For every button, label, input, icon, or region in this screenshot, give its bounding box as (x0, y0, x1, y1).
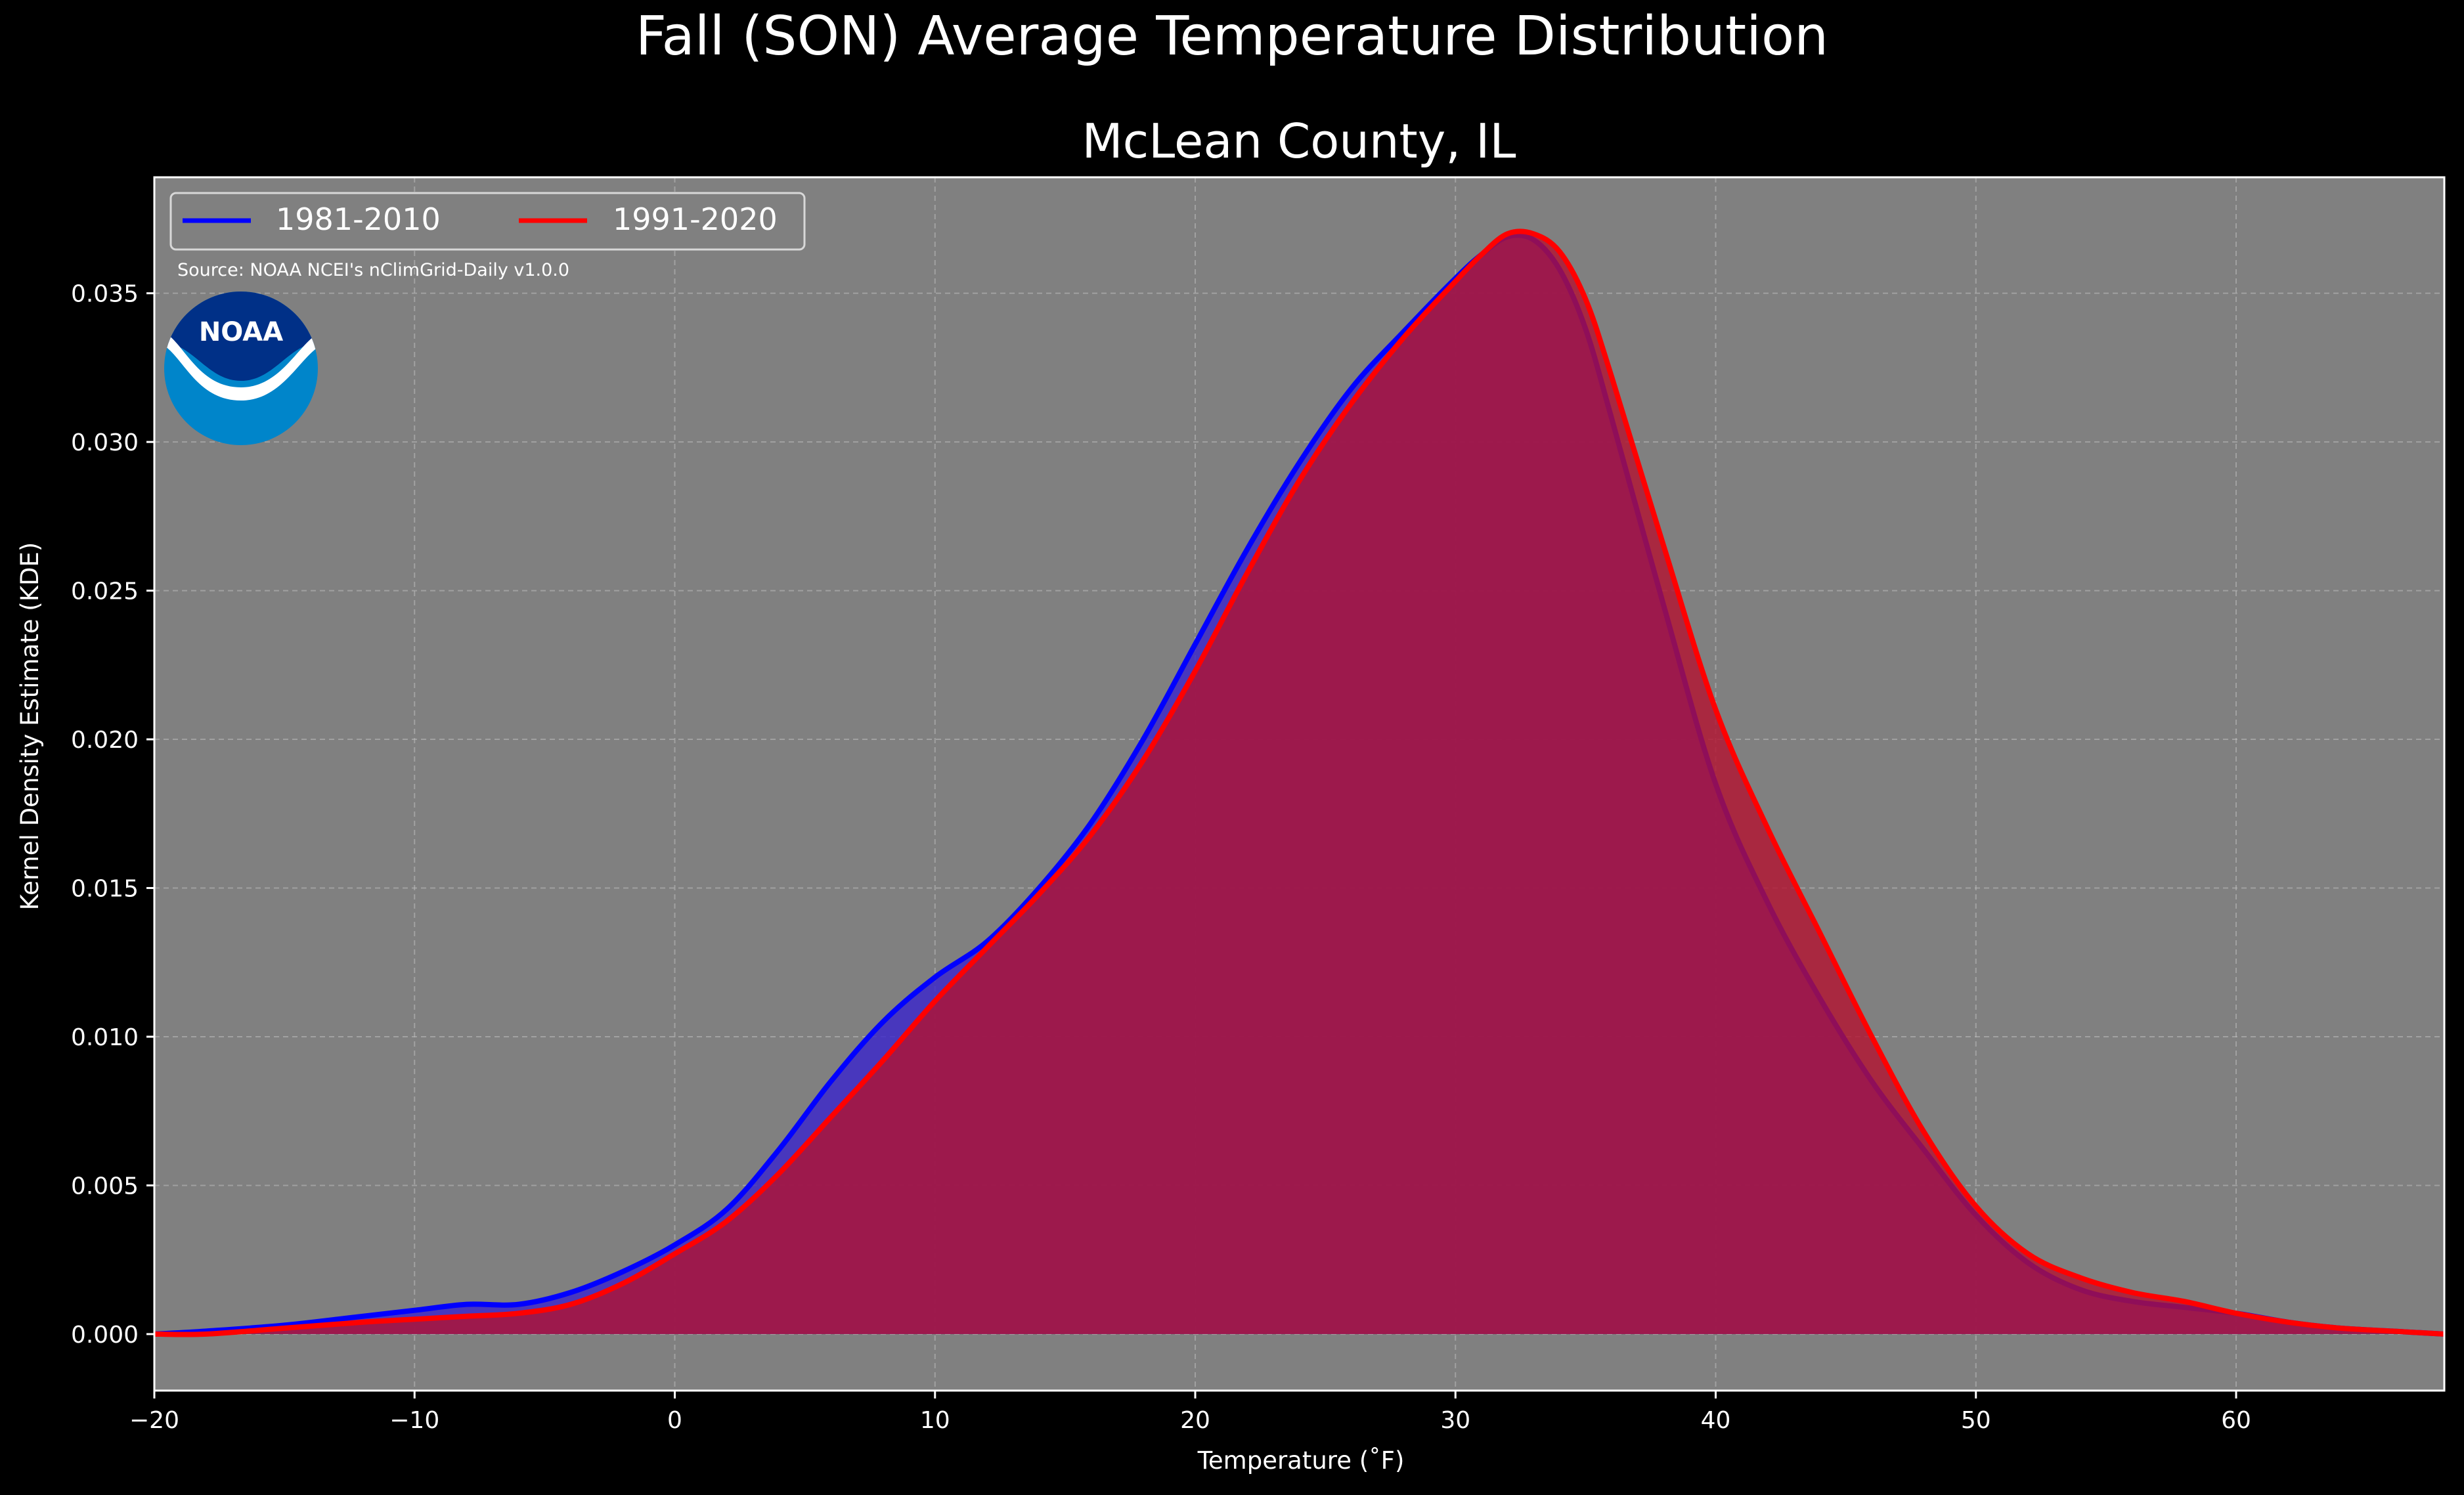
series-fill-1991-2020 (154, 231, 2444, 1335)
x-tick-label: 40 (1701, 1407, 1731, 1434)
series-line-1991-2020 (154, 228, 2445, 1337)
series-layer (154, 228, 2445, 1337)
y-tick-label: 0.015 (71, 876, 139, 903)
legend-label-1991-2020: 1991-2020 (613, 202, 778, 237)
x-tick-label: 50 (1961, 1407, 1991, 1434)
x-tick-label: 20 (1180, 1407, 1210, 1434)
y-tick-label: 0.030 (71, 429, 139, 456)
y-tick-label: 0.035 (71, 281, 139, 308)
noaa-logo: NOAA (164, 292, 318, 445)
y-tick-label: 0.010 (71, 1024, 139, 1051)
logo-gull-shape (164, 332, 318, 401)
logo-sky-shape (164, 292, 318, 381)
x-axis-label: Temperature (˚F) (1197, 1446, 1405, 1475)
plot-frame (153, 176, 2446, 1392)
legend: 1981-2010 1991-2020 (169, 192, 806, 251)
x-tick-label: −10 (389, 1407, 439, 1434)
x-tick-label: 30 (1440, 1407, 1470, 1434)
y-axis-label: Kernel Density Estimate (KDE) (16, 542, 44, 911)
axis-ticks: −20 −10 0 10 20 30 40 50 60 0.000 0.005 0.010 0.015 0… (71, 281, 2251, 1434)
legend-label-1981-2010: 1981-2010 (276, 202, 441, 237)
legend-frame (169, 192, 806, 251)
logo-text: NOAA (199, 317, 283, 347)
x-tick-label: 10 (920, 1407, 950, 1434)
source-annotation: Source: NOAA NCEI's nClimGrid-Daily v1.0… (177, 260, 569, 280)
chart-title: Fall (SON) Average Temperature Distribut… (636, 5, 1828, 68)
x-tick-label: 0 (667, 1407, 682, 1434)
y-tick-label: 0.000 (71, 1322, 139, 1349)
y-tick-label: 0.025 (71, 578, 139, 605)
y-tick-label: 0.020 (71, 727, 139, 754)
x-tick-label: 60 (2221, 1407, 2251, 1434)
y-tick-label: 0.005 (71, 1173, 139, 1200)
x-tick-label: −20 (129, 1407, 179, 1434)
chart-subtitle: McLean County, IL (1082, 114, 1516, 169)
